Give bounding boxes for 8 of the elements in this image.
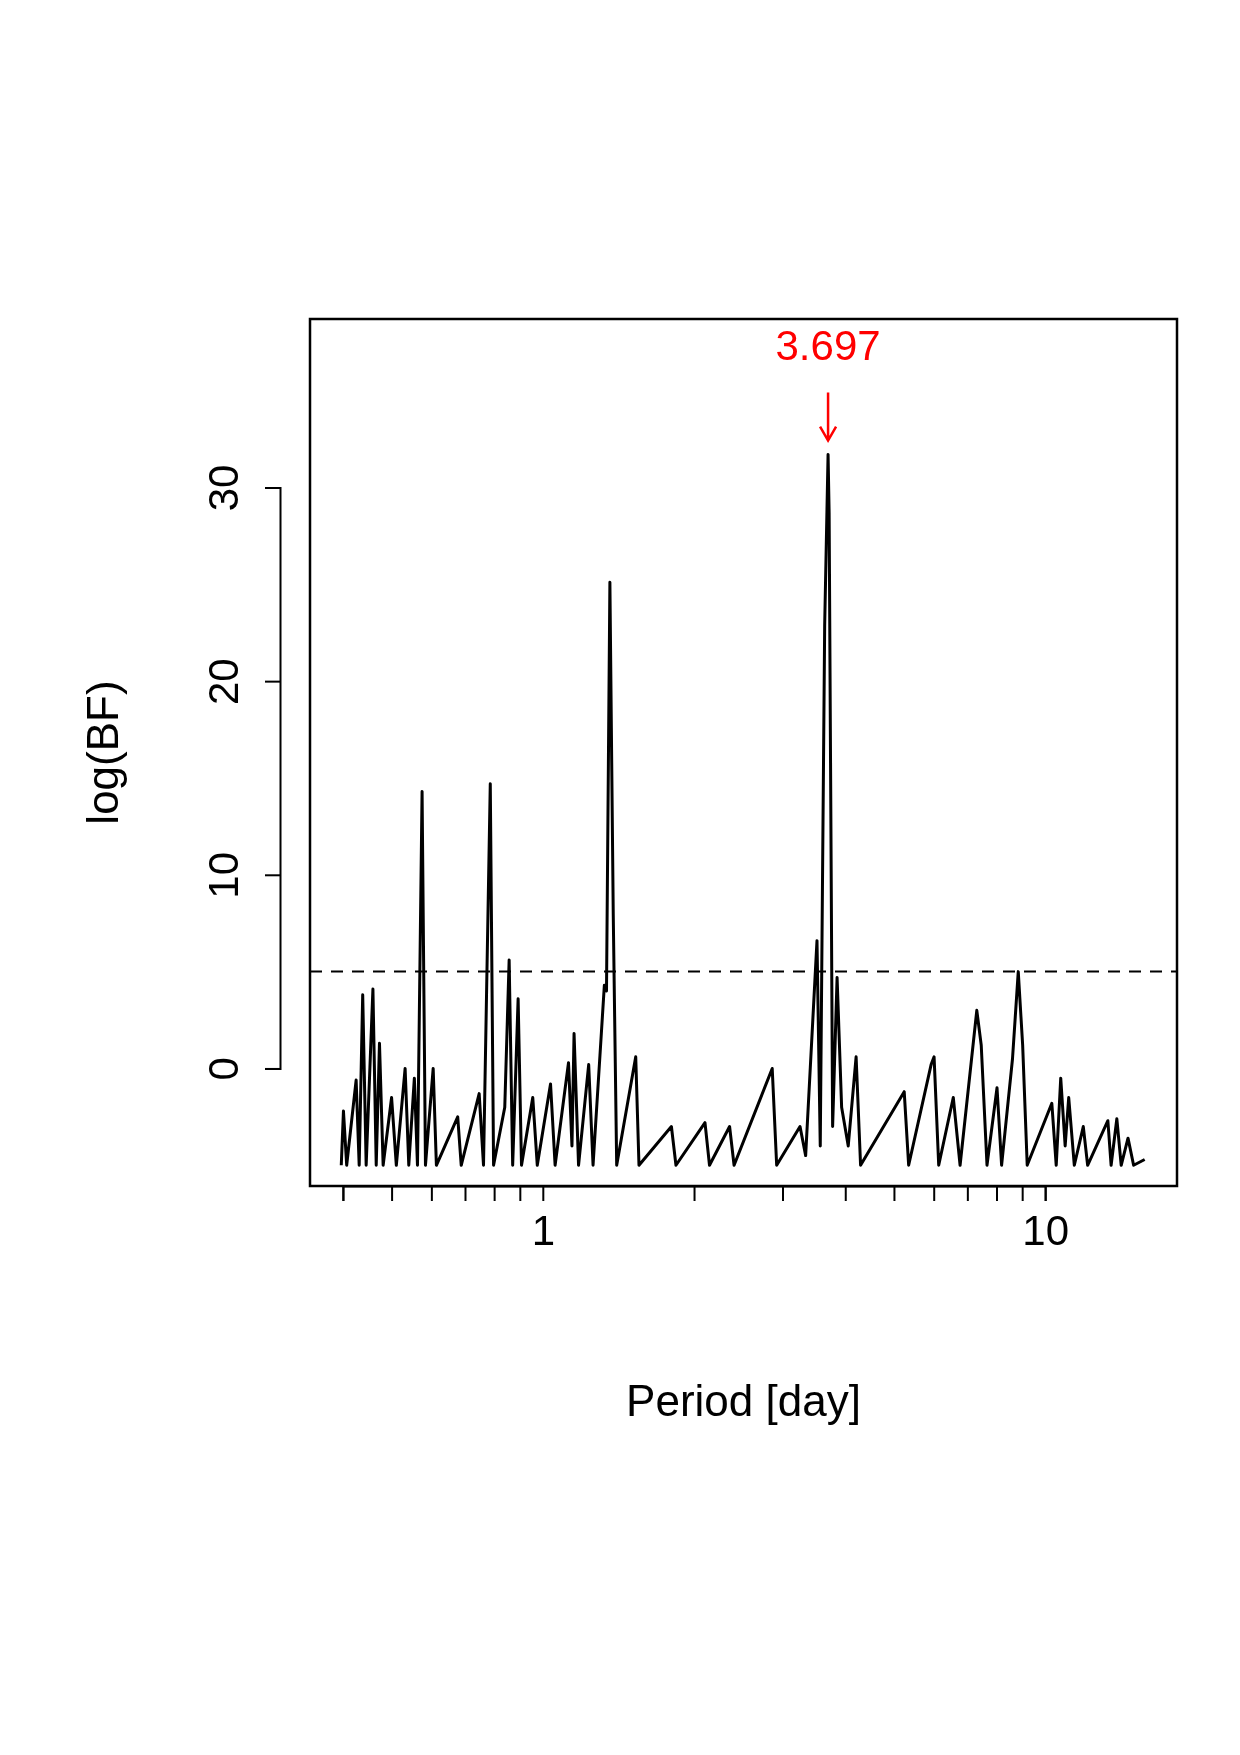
y-tick-label: 20: [200, 658, 247, 705]
y-tick-label: 0: [200, 1057, 247, 1081]
y-tick-label: 30: [200, 464, 247, 512]
y-axis-title: log(BF): [78, 680, 127, 825]
annotation: 3.697: [775, 321, 881, 369]
x-tick-label: 1: [531, 1206, 555, 1254]
y-tick-label: 10: [200, 851, 247, 899]
x-axis-title: Period [day]: [626, 1376, 861, 1425]
